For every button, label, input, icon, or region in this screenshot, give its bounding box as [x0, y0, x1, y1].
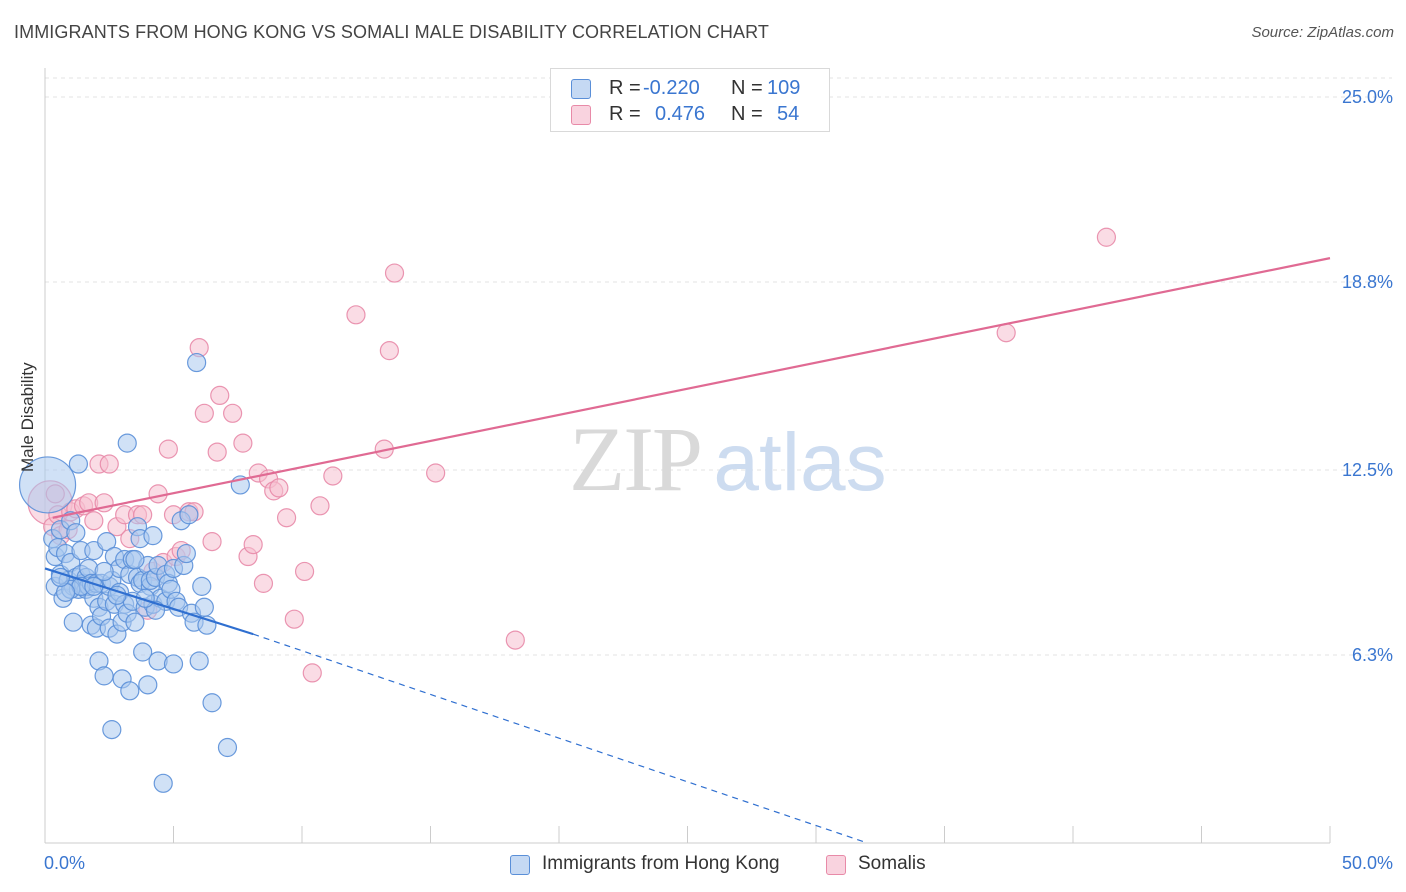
somalis-point	[1096, 227, 1117, 247]
legend-row-hong-kong: R = -0.220 N = 109	[571, 75, 821, 101]
hong-kong-point	[94, 666, 114, 686]
hong-kong-point	[192, 576, 212, 596]
hong-kong-point	[138, 675, 158, 695]
hong-kong-trendline	[44, 567, 254, 636]
hong-kong-point	[102, 720, 122, 740]
legend-n-value: 54	[777, 103, 800, 125]
hong-kong-point	[133, 642, 153, 662]
hong-kong-point	[66, 523, 86, 543]
somalis-point	[310, 496, 330, 516]
somalis-point	[346, 305, 366, 325]
legend-n-value: 109	[767, 77, 801, 99]
hong-kong-point	[97, 532, 117, 552]
legend-item-hong-kong: Immigrants from Hong Kong	[510, 852, 810, 878]
legend-r-value: -0.220	[643, 77, 700, 99]
hong-kong-point	[153, 773, 173, 793]
somalis-point	[194, 403, 214, 423]
legend-item-somalis: Somalis	[826, 852, 946, 878]
y-tick-label: 6.3%	[1352, 645, 1393, 665]
somalis-point	[243, 534, 263, 555]
grid-layer	[45, 77, 1392, 656]
somalis-point	[99, 454, 119, 474]
somalis-point	[996, 323, 1016, 343]
legend-swatch-blue	[571, 79, 591, 99]
legend-swatch-pink	[826, 855, 846, 875]
somalis-point	[84, 511, 104, 531]
somalis-point	[384, 263, 405, 283]
hong-kong-point	[176, 543, 196, 564]
legend-swatch-blue	[510, 855, 530, 875]
y-tick-label: 25.0%	[1342, 87, 1393, 107]
hong-kong-point	[202, 693, 222, 713]
hong-kong-point	[194, 597, 214, 617]
somalis-point	[253, 573, 274, 593]
hong-kong-point	[189, 651, 209, 671]
somalis-point	[207, 442, 227, 462]
somalis-trendline	[52, 257, 1331, 519]
hong-kong-point	[187, 352, 207, 373]
y-tick-label: 12.5%	[1342, 460, 1393, 480]
hong-kong-point	[18, 456, 77, 514]
tick-labels: 6.3% 12.5% 18.8% 25.0% 0.0% 50.0%	[44, 87, 1393, 873]
chart-title: IMMIGRANTS FROM HONG KONG VS SOMALI MALE…	[14, 22, 770, 42]
legend-r-label: R =	[609, 103, 641, 125]
y-axis-label: Male Disability	[18, 362, 37, 472]
somalis-point	[294, 561, 315, 582]
somalis-point	[284, 609, 304, 629]
somalis-point	[323, 466, 343, 486]
watermark-zip: ZIP	[569, 408, 701, 510]
legend-r-label: R =	[609, 77, 641, 99]
somalis-point	[505, 630, 525, 650]
legend-n-label: N =	[731, 77, 763, 99]
hong-kong-trendline-extension	[252, 633, 868, 844]
hong-kong-point	[120, 681, 140, 701]
hong-kong-point	[143, 526, 163, 546]
watermark-atlas: atlas	[713, 417, 886, 508]
axes-layer	[44, 68, 1331, 844]
legend-label-somalis: Somalis	[858, 853, 926, 874]
somalis-point	[302, 663, 322, 683]
somalis-point	[269, 478, 289, 498]
legend-r-value: 0.476	[655, 103, 706, 125]
x-tick-label: 0.0%	[44, 853, 85, 873]
somalis-point	[223, 403, 243, 423]
legend-label-hong-kong: Immigrants from Hong Kong	[542, 853, 780, 874]
hong-kong-point	[217, 737, 238, 758]
somalis-point	[158, 439, 178, 459]
x-tick-label: 50.0%	[1342, 853, 1393, 873]
hong-kong-point	[125, 549, 145, 570]
y-tick-label: 18.8%	[1342, 272, 1393, 292]
hong-kong-point	[68, 454, 89, 474]
legend-swatch-pink	[571, 105, 591, 125]
hong-kong-point	[94, 561, 114, 582]
hong-kong-points	[18, 352, 250, 793]
watermark: ZIP atlas	[569, 408, 887, 510]
somalis-point	[202, 532, 222, 552]
hong-kong-point	[63, 612, 83, 632]
trendlines	[44, 257, 1331, 844]
source-credit: Source: ZipAtlas.com	[1251, 24, 1394, 41]
correlation-legend: R = -0.220 N = 109 R = 0.476 N = 54	[550, 68, 830, 132]
somalis-point	[276, 508, 297, 528]
somalis-point	[148, 484, 168, 504]
somalis-point	[210, 385, 230, 405]
hong-kong-point	[163, 654, 184, 674]
somalis-point	[233, 433, 253, 453]
hong-kong-point	[117, 433, 137, 453]
hong-kong-point	[125, 612, 145, 632]
somalis-point	[379, 341, 399, 361]
hong-kong-point	[179, 505, 199, 525]
legend-row-somalis: R = 0.476 N = 54	[571, 101, 821, 127]
legend-n-label: N =	[731, 103, 763, 125]
somalis-point	[426, 463, 446, 483]
